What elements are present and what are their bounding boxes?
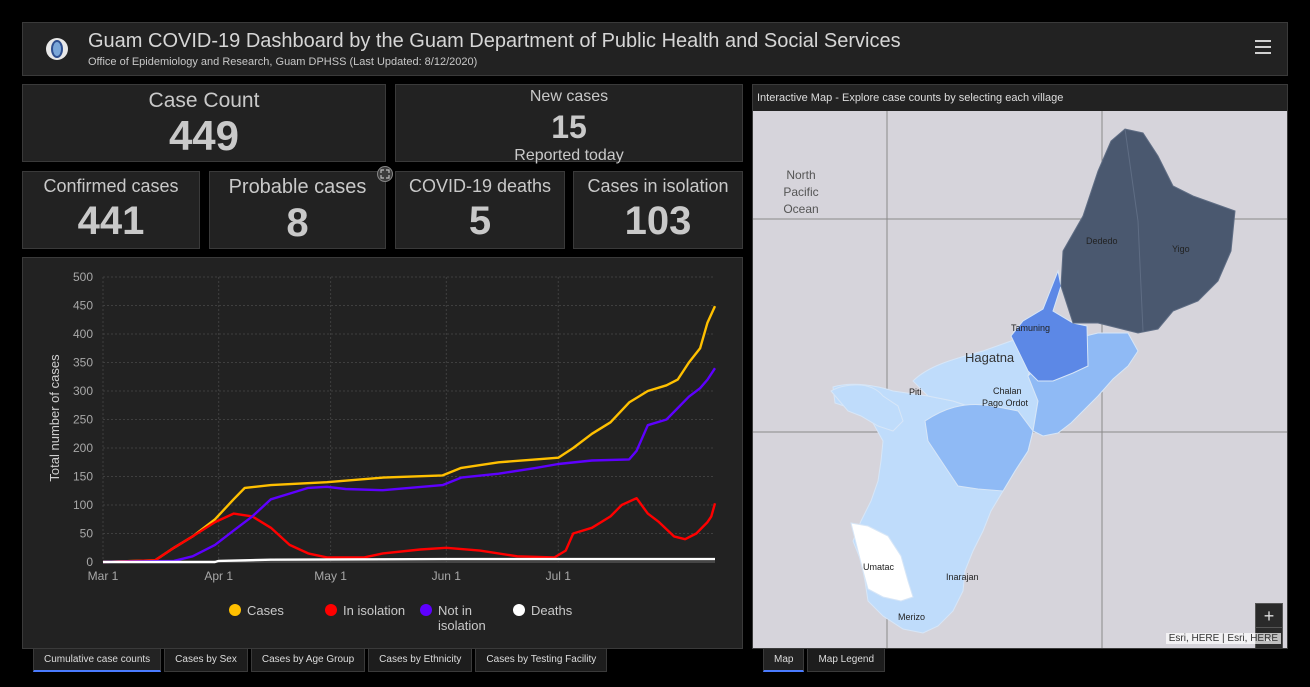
x-tick-label: Mar 1 (88, 569, 119, 583)
case-count-indicator: Case Count 449 (22, 84, 386, 162)
village-label-tamuning: Tamuning (1011, 323, 1050, 333)
series-line-not-isolation[interactable] (102, 367, 717, 564)
isolation-value: 103 (624, 199, 692, 243)
probable-cases-value: 8 (286, 201, 309, 245)
series-line-isolation[interactable] (102, 496, 717, 564)
village-label-chalan: Chalan (993, 386, 1022, 396)
confirmed-cases-value: 441 (77, 199, 145, 243)
hamburger-menu-icon[interactable] (1255, 40, 1271, 54)
y-tick-label: 0 (86, 555, 93, 569)
ocean-label: North (786, 168, 815, 182)
chart-tab-cumulative-case-counts[interactable]: Cumulative case counts (33, 648, 162, 672)
new-cases-label: New cases (529, 88, 609, 105)
legend-label[interactable]: Not in (438, 603, 472, 618)
map-title: Interactive Map - Explore case counts by… (757, 92, 1064, 104)
y-tick-label: 400 (73, 327, 93, 341)
village-label-inarajan: Inarajan (946, 572, 979, 582)
cumulative-cases-chart: 0 50 100 150 200 250 300 350 400 450 500 Mar 1 Apr 1… (22, 257, 743, 649)
ocean-label: Ocean (783, 202, 818, 216)
new-cases-indicator: New cases 15 Reported today (395, 84, 743, 164)
chart-tab-cases-by-age-group[interactable]: Cases by Age Group (250, 648, 366, 672)
village-label-dededo: Dededo (1086, 236, 1118, 246)
village-label-merizo: Merizo (898, 612, 925, 622)
legend-label[interactable]: In isolation (343, 603, 405, 618)
map-tab-bar: Map Map Legend (763, 648, 888, 672)
map-tab-map[interactable]: Map (763, 648, 805, 672)
map-village-yigo (1124, 128, 1144, 332)
guam-seal-icon (46, 38, 68, 60)
legend-swatch-cases[interactable] (229, 604, 241, 616)
deaths-indicator: COVID-19 deaths 5 (395, 171, 565, 249)
map-village-dededo[interactable] (1060, 128, 1236, 334)
chart-y-axis-label: Total number of cases (47, 354, 62, 482)
isolation-indicator: Cases in isolation 103 (573, 171, 743, 249)
village-label-chalan: Pago Ordot (982, 398, 1029, 408)
confirmed-cases-indicator: Confirmed cases 441 (22, 171, 200, 249)
y-tick-label: 450 (73, 299, 93, 313)
chart-tab-cases-by-ethnicity[interactable]: Cases by Ethnicity (368, 648, 473, 672)
ocean-label: Pacific (783, 185, 818, 199)
isolation-label: Cases in isolation (587, 176, 729, 196)
map-panel: Interactive Map - Explore case counts by… (752, 84, 1288, 649)
chart-tab-bar: Cumulative case counts Cases by Sex Cases … (33, 648, 610, 672)
map-village-tamuning[interactable] (1010, 269, 1089, 382)
new-cases-value: 15 (551, 109, 587, 145)
map-village-chalan-pago[interactable] (924, 403, 1034, 492)
deaths-label: COVID-19 deaths (408, 176, 552, 196)
dashboard-subtitle: Office of Epidemiology and Research, Gua… (88, 56, 478, 68)
series-line-cases[interactable] (102, 305, 717, 564)
y-tick-label: 300 (73, 384, 93, 398)
chart-tab-cases-by-testing-facility[interactable]: Cases by Testing Facility (475, 648, 608, 672)
map-attribution[interactable]: Esri, HERE | Esri, HERE (1165, 633, 1281, 644)
legend-swatch-deaths[interactable] (513, 604, 525, 616)
confirmed-cases-label: Confirmed cases (43, 176, 179, 196)
new-cases-sublabel: Reported today (514, 147, 624, 164)
map-tab-map-legend[interactable]: Map Legend (807, 648, 886, 672)
zoom-in-button[interactable]: + (1256, 604, 1282, 628)
map-village-umatac[interactable] (850, 522, 914, 602)
y-tick-label: 350 (73, 356, 93, 370)
legend-label[interactable]: Cases (247, 603, 284, 618)
dashboard-title: Guam COVID-19 Dashboard by the Guam Depa… (88, 30, 901, 52)
chart-svg: 0 50 100 150 200 250 300 350 400 450 500 Mar 1 Apr 1… (47, 270, 717, 633)
legend-swatch-not-isolation[interactable] (420, 604, 432, 616)
chart-grid (102, 276, 715, 563)
dashboard-header: Guam COVID-19 Dashboard by the Guam Depa… (22, 22, 1288, 76)
y-tick-label: 150 (73, 470, 93, 484)
legend-label[interactable]: isolation (438, 618, 486, 633)
deaths-value: 5 (468, 199, 492, 243)
village-label-yigo: Yigo (1172, 244, 1190, 254)
expand-icon[interactable] (377, 166, 393, 182)
probable-cases-label: Probable cases (228, 176, 367, 198)
y-tick-label: 200 (73, 441, 93, 455)
y-tick-label: 100 (73, 498, 93, 512)
chart-tab-cases-by-sex[interactable]: Cases by Sex (164, 648, 248, 672)
case-count-label: Case Count (148, 89, 260, 112)
village-label-hagatna: Hagatna (965, 350, 1015, 365)
chart-series (102, 305, 717, 564)
x-tick-label: Jun 1 (432, 569, 462, 583)
guam-map[interactable]: North Pacific Ocean Dededo Yigo Tamuning… (753, 111, 1287, 648)
x-tick-label: May 1 (314, 569, 347, 583)
legend-label[interactable]: Deaths (531, 603, 573, 618)
probable-cases-indicator: Probable cases 8 (209, 171, 386, 249)
case-count-value: 449 (168, 112, 240, 159)
map-svg[interactable]: North Pacific Ocean Dededo Yigo Tamuning… (753, 111, 1287, 648)
x-tick-label: Jul 1 (546, 569, 572, 583)
y-tick-label: 500 (73, 270, 93, 284)
series-line-deaths[interactable] (103, 557, 715, 564)
village-label-umatac: Umatac (863, 562, 895, 572)
village-label-piti: Piti (909, 387, 922, 397)
map-village-piti[interactable] (830, 384, 904, 432)
x-tick-label: Apr 1 (204, 569, 233, 583)
chart-axes: 0 50 100 150 200 250 300 350 400 450 500 Mar 1 Apr 1… (73, 270, 715, 583)
y-tick-label: 250 (73, 413, 93, 427)
y-tick-label: 50 (80, 527, 94, 541)
legend-swatch-isolation[interactable] (325, 604, 337, 616)
